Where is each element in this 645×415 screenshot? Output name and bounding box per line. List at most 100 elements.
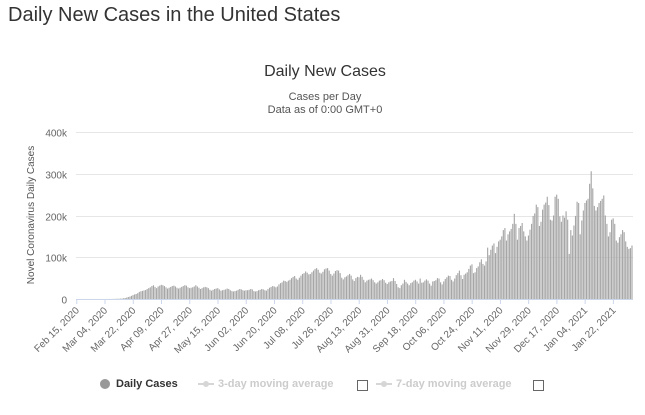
bar <box>247 290 249 299</box>
bar <box>571 235 573 299</box>
bar <box>355 278 357 300</box>
bar <box>386 283 388 299</box>
bar <box>520 225 522 299</box>
bar <box>237 289 239 299</box>
bar <box>250 288 252 299</box>
bar <box>135 293 137 299</box>
bar <box>261 288 263 299</box>
bar <box>345 276 347 299</box>
bar <box>328 270 330 299</box>
bar <box>195 285 197 299</box>
bar <box>212 289 214 299</box>
bar <box>272 286 274 299</box>
bar <box>573 225 575 299</box>
bar <box>458 270 460 299</box>
bar <box>452 281 454 299</box>
bar <box>168 287 170 299</box>
bar <box>531 223 533 299</box>
bar <box>344 277 346 299</box>
bar <box>538 225 540 299</box>
legend-line-icon <box>376 379 392 389</box>
bar <box>283 280 285 299</box>
bar <box>342 279 344 299</box>
bar <box>607 236 610 300</box>
bar <box>596 207 599 299</box>
bar <box>209 289 211 299</box>
bar <box>595 210 597 299</box>
bar <box>413 280 415 299</box>
bar <box>181 286 183 299</box>
bar <box>397 287 399 299</box>
bar <box>325 268 327 299</box>
bar <box>490 249 492 299</box>
bar <box>319 272 321 299</box>
bar <box>141 290 144 299</box>
bar <box>226 288 228 299</box>
bar <box>496 246 498 299</box>
bar <box>146 288 148 299</box>
bar <box>284 281 286 299</box>
legend-item-daily-cases[interactable]: Daily Cases <box>100 378 178 390</box>
bar <box>512 223 514 299</box>
bar <box>193 286 195 299</box>
bar <box>623 232 625 299</box>
bar <box>369 279 371 299</box>
bar <box>615 240 617 299</box>
bar <box>123 298 125 299</box>
bar <box>598 202 600 299</box>
legend-item-7-day-average[interactable]: 7-day moving average <box>376 378 512 390</box>
bar <box>552 215 555 299</box>
bar <box>134 294 136 299</box>
chart-title: Daily New Cases <box>264 63 386 80</box>
bar <box>502 230 504 299</box>
bar <box>579 234 581 299</box>
bar <box>366 280 368 299</box>
legend-item-3-day-average[interactable]: 3-day moving average <box>198 378 334 390</box>
bar <box>548 205 550 299</box>
bar <box>311 272 313 299</box>
bar <box>590 171 592 299</box>
bar <box>606 223 608 299</box>
grid <box>76 132 633 258</box>
y-tick-label: 0 <box>61 296 67 307</box>
bar <box>534 213 536 299</box>
checkbox-7-day-average[interactable] <box>533 380 544 391</box>
bar <box>488 255 490 299</box>
bar <box>218 289 220 299</box>
bar <box>215 288 217 299</box>
bar <box>196 286 198 299</box>
bar <box>405 281 407 299</box>
bar <box>363 279 365 299</box>
y-tick-label: 300k <box>45 171 68 182</box>
bar <box>281 282 283 299</box>
bar <box>333 273 335 299</box>
bar <box>298 277 300 299</box>
bar <box>289 279 291 299</box>
bar <box>214 288 216 299</box>
bar <box>432 281 434 299</box>
bar <box>265 290 267 299</box>
bar <box>485 261 487 299</box>
bar <box>483 265 486 299</box>
bar <box>436 278 438 300</box>
bar <box>557 198 559 299</box>
bar <box>347 275 349 299</box>
bar <box>207 288 209 299</box>
bar <box>305 271 307 299</box>
checkbox-3-day-average[interactable] <box>357 380 368 391</box>
bar <box>501 236 503 300</box>
bar <box>375 283 377 299</box>
bar <box>603 195 605 299</box>
bar <box>256 291 258 299</box>
bar <box>487 247 489 299</box>
bar <box>425 279 428 299</box>
bar <box>440 282 442 299</box>
bar <box>179 287 181 299</box>
bar <box>330 273 332 299</box>
legend-label: 3-day moving average <box>218 378 334 390</box>
legend-line-icon <box>198 379 214 389</box>
bar <box>187 287 189 299</box>
bar <box>480 259 482 299</box>
bar <box>267 288 269 299</box>
